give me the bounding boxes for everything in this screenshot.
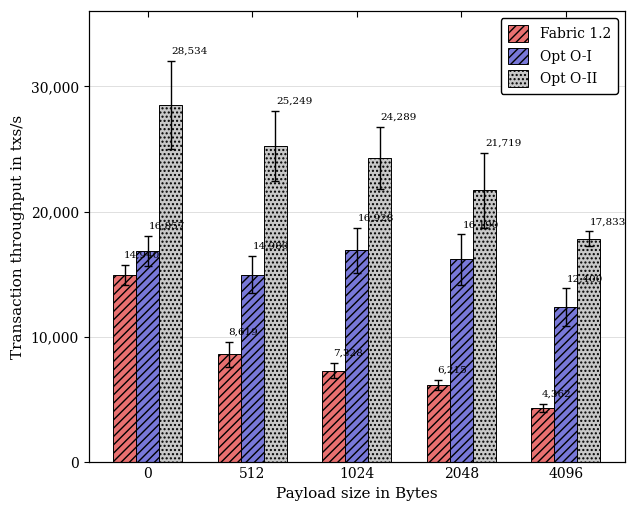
Text: 17,833: 17,833	[590, 218, 627, 226]
Bar	[159, 105, 182, 462]
Text: 14,940: 14,940	[124, 251, 160, 260]
Bar	[577, 239, 600, 462]
Text: 16,857: 16,857	[148, 222, 185, 231]
Y-axis label: Transaction throughput in txs/s: Transaction throughput in txs/s	[11, 115, 25, 359]
Legend: Fabric 1.2, Opt O-I, Opt O-II: Fabric 1.2, Opt O-I, Opt O-II	[500, 18, 618, 94]
Text: 14,980: 14,980	[253, 242, 289, 251]
X-axis label: Payload size in Bytes: Payload size in Bytes	[276, 487, 438, 501]
Text: 12,400: 12,400	[567, 274, 604, 283]
Text: 16,928: 16,928	[358, 214, 394, 223]
Text: 4,362: 4,362	[542, 390, 572, 399]
Bar	[241, 274, 264, 462]
Bar	[345, 250, 368, 462]
Text: 6,215: 6,215	[437, 366, 467, 374]
Text: 8,619: 8,619	[228, 328, 258, 337]
Text: 16,190: 16,190	[462, 220, 499, 229]
Bar	[136, 251, 159, 462]
Bar	[531, 408, 554, 462]
Text: 28,534: 28,534	[172, 47, 208, 56]
Bar	[368, 158, 391, 462]
Bar	[113, 275, 136, 462]
Bar	[450, 260, 473, 462]
Text: 7,328: 7,328	[333, 349, 362, 358]
Bar	[218, 354, 241, 462]
Text: 24,289: 24,289	[381, 113, 417, 121]
Text: 25,249: 25,249	[276, 97, 312, 106]
Bar	[554, 307, 577, 462]
Bar	[473, 190, 496, 462]
Bar	[264, 146, 287, 462]
Bar	[322, 371, 345, 462]
Bar	[427, 385, 450, 462]
Text: 21,719: 21,719	[485, 139, 522, 147]
